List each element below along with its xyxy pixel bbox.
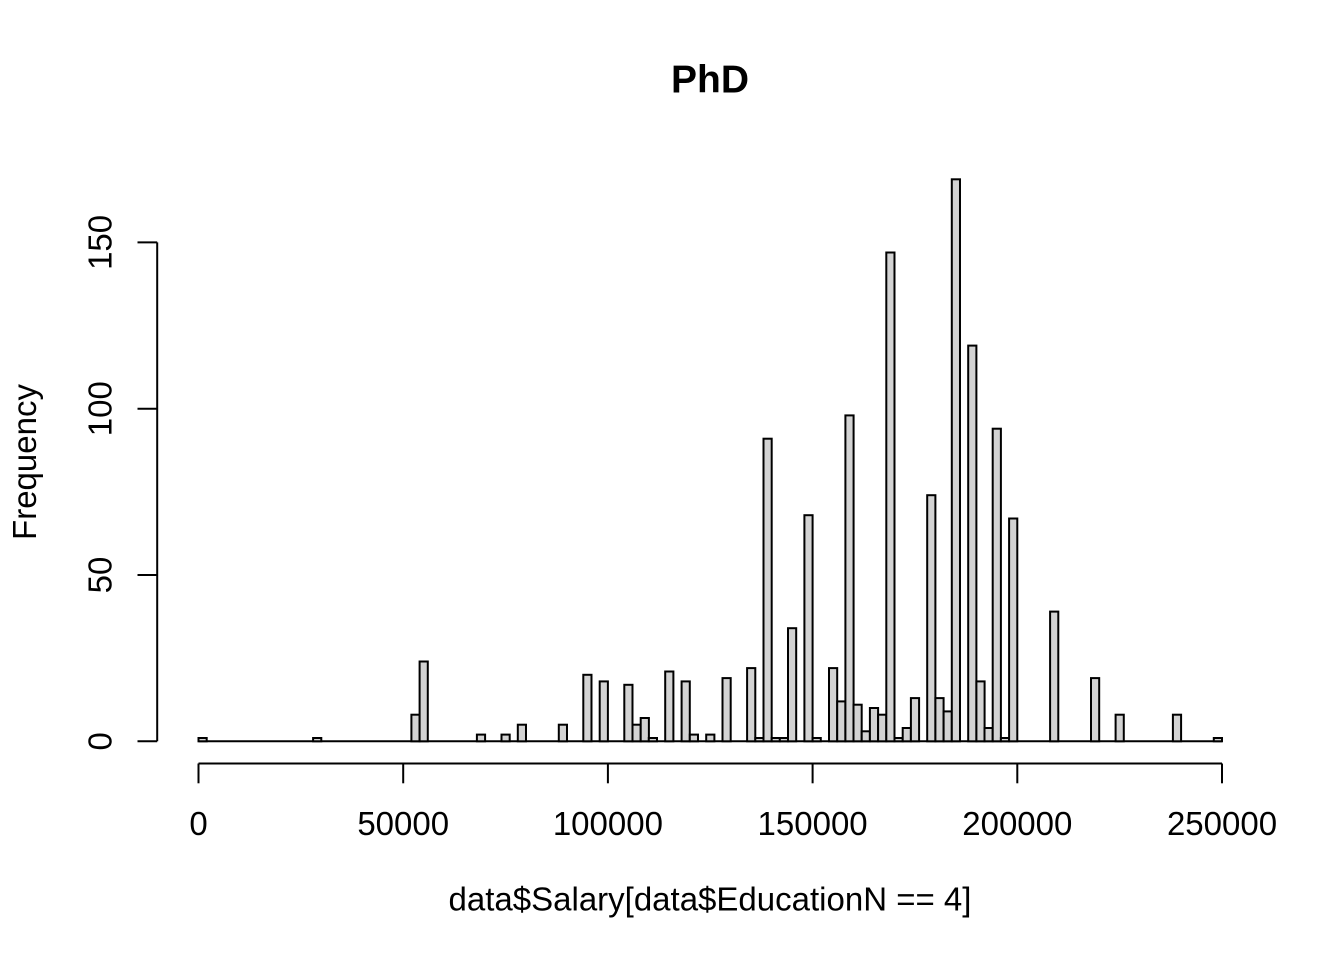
svg-text:PhD: PhD (671, 59, 749, 102)
svg-text:data$Salary[data$EducationN ==: data$Salary[data$EducationN == 4] (449, 881, 972, 918)
svg-text:50000: 50000 (357, 805, 449, 842)
svg-text:150: 150 (81, 215, 118, 270)
svg-text:50: 50 (81, 557, 118, 594)
svg-text:250000: 250000 (1167, 805, 1277, 842)
svg-text:200000: 200000 (962, 805, 1072, 842)
svg-text:100: 100 (81, 381, 118, 436)
svg-text:0: 0 (81, 732, 118, 750)
svg-text:Frequency: Frequency (6, 384, 43, 540)
svg-text:0: 0 (189, 805, 207, 842)
svg-text:150000: 150000 (758, 805, 868, 842)
svg-text:100000: 100000 (553, 805, 663, 842)
